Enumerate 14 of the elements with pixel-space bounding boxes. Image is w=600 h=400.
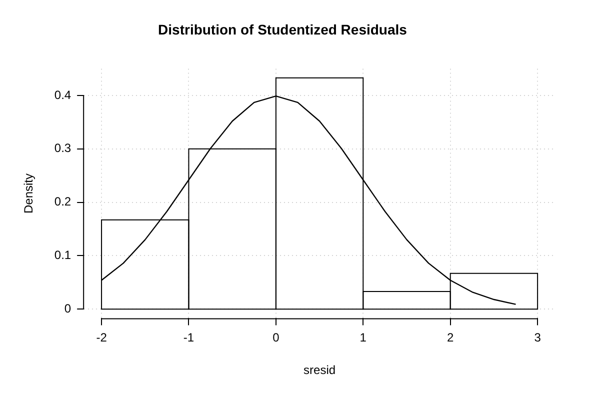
y-tick-label: 0.4 — [54, 88, 72, 102]
y-axis-title: Density — [22, 173, 36, 214]
x-tick-label: -2 — [96, 330, 108, 345]
x-tick-label: 3 — [534, 330, 542, 345]
x-axis-title: sresid — [304, 363, 336, 378]
x-tick-label: -1 — [183, 330, 194, 345]
x-tick-label: 2 — [447, 330, 454, 345]
y-tick-label: 0 — [64, 301, 72, 316]
x-tick-label: 0 — [272, 330, 280, 345]
y-tick-label: 0.2 — [54, 194, 72, 209]
x-tick-label: 1 — [360, 330, 367, 345]
y-tick-label: 0.1 — [54, 248, 72, 262]
chart-title: Distribution of Studentized Residuals — [158, 21, 408, 38]
y-tick-label: 0.3 — [54, 141, 72, 156]
